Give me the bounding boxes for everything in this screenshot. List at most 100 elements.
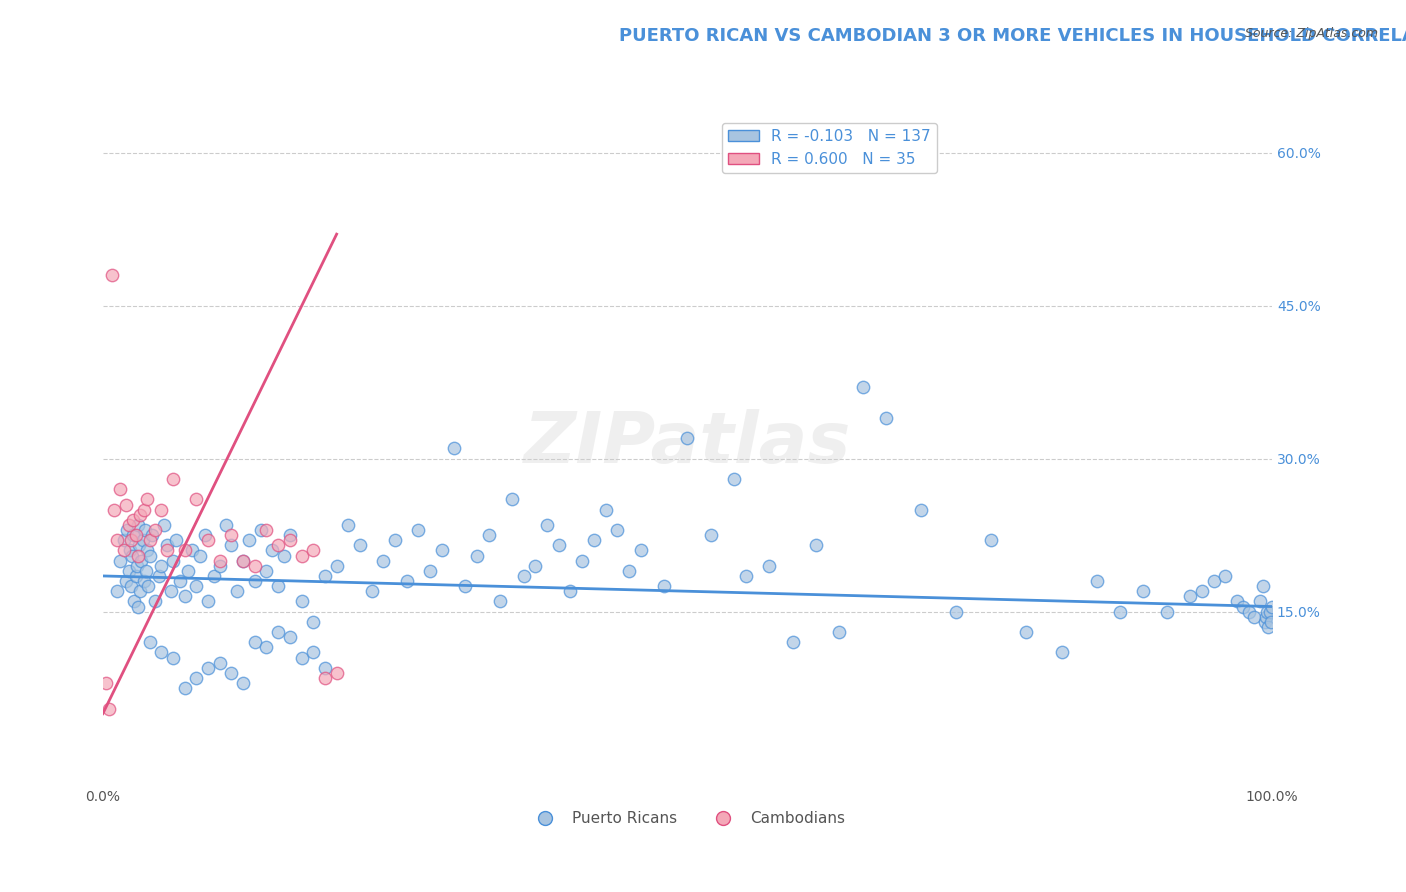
Point (489, 594, 512, 608)
Point (129, 508, 152, 522)
Point (1256, 605, 1278, 619)
Point (162, 650, 184, 665)
Point (138, 579, 160, 593)
Point (186, 579, 208, 593)
Legend: Puerto Ricans, Cambodians: Puerto Ricans, Cambodians (523, 805, 852, 832)
Point (617, 564, 640, 578)
Point (1109, 605, 1132, 619)
Point (150, 558, 173, 573)
Point (221, 528, 243, 542)
Point (115, 574, 138, 588)
Point (278, 533, 301, 548)
Point (141, 528, 163, 542)
Point (150, 645, 173, 659)
Point (828, 625, 851, 640)
Point (314, 671, 336, 685)
Point (117, 523, 139, 537)
Point (136, 543, 159, 558)
Point (188, 549, 211, 563)
Point (630, 543, 652, 558)
Point (193, 528, 215, 542)
Point (159, 584, 181, 599)
Point (1261, 599, 1284, 614)
Point (349, 538, 371, 552)
Point (131, 533, 153, 548)
Point (945, 605, 967, 619)
Point (127, 517, 149, 532)
Point (501, 492, 523, 507)
Point (112, 543, 135, 558)
Point (1260, 615, 1282, 629)
Point (135, 564, 157, 578)
Point (652, 579, 675, 593)
Point (256, 640, 278, 655)
Point (121, 549, 143, 563)
Point (166, 533, 188, 548)
Point (128, 538, 150, 552)
Point (1050, 645, 1073, 659)
Point (454, 579, 477, 593)
Point (1243, 609, 1265, 624)
Point (125, 558, 148, 573)
Point (226, 584, 249, 599)
Point (117, 517, 139, 532)
Point (110, 554, 132, 568)
Point (302, 615, 325, 629)
Point (197, 594, 219, 608)
Point (118, 543, 141, 558)
Point (243, 574, 266, 588)
Point (105, 584, 128, 599)
Point (571, 554, 593, 568)
Point (384, 533, 406, 548)
Point (267, 579, 290, 593)
Point (97, 701, 120, 715)
Point (267, 538, 290, 552)
Point (186, 671, 208, 685)
Point (124, 594, 146, 608)
Point (232, 676, 254, 690)
Point (443, 442, 465, 456)
Point (115, 498, 138, 512)
Point (162, 554, 184, 568)
Point (980, 533, 1002, 548)
Point (278, 630, 301, 644)
Text: PUERTO RICAN VS CAMBODIAN 3 OR MORE VEHICLES IN HOUSEHOLD CORRELATION CHART: PUERTO RICAN VS CAMBODIAN 3 OR MORE VEHI… (619, 27, 1406, 45)
Text: Source: ZipAtlas.com: Source: ZipAtlas.com (1244, 27, 1378, 40)
Point (278, 528, 301, 542)
Point (419, 564, 441, 578)
Point (221, 538, 243, 552)
Point (110, 482, 132, 496)
Point (262, 543, 284, 558)
Point (1257, 620, 1279, 634)
Point (138, 635, 160, 649)
Point (290, 549, 312, 563)
Point (232, 554, 254, 568)
Point (256, 523, 278, 537)
Point (547, 538, 569, 552)
Point (132, 502, 155, 516)
Point (197, 661, 219, 675)
Point (124, 528, 146, 542)
Point (314, 569, 336, 583)
Point (131, 554, 153, 568)
Point (852, 380, 875, 394)
Point (395, 574, 418, 588)
Point (208, 656, 231, 670)
Point (582, 533, 605, 548)
Point (723, 472, 745, 486)
Point (1258, 605, 1281, 619)
Point (177, 564, 200, 578)
Point (156, 543, 179, 558)
Point (208, 558, 231, 573)
Point (478, 528, 501, 542)
Point (249, 523, 271, 537)
Point (373, 554, 395, 568)
Point (186, 492, 208, 507)
Point (122, 528, 145, 542)
Point (243, 635, 266, 649)
Point (314, 661, 336, 675)
Point (129, 584, 152, 599)
Point (1254, 615, 1277, 629)
Point (273, 549, 295, 563)
Point (243, 558, 266, 573)
